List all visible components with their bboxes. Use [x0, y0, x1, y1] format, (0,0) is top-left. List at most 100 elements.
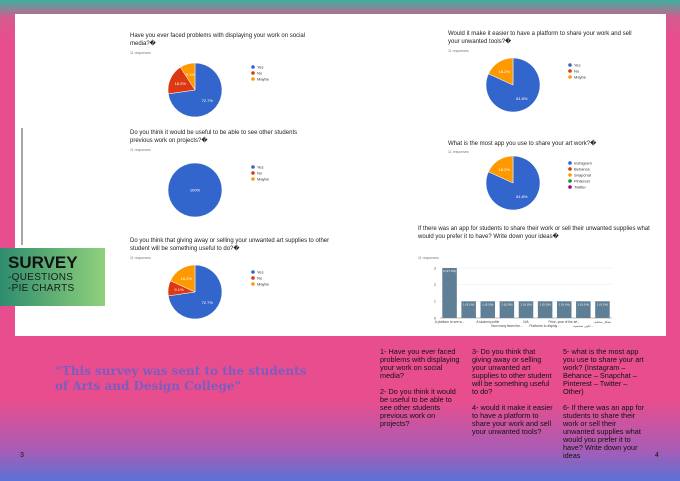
- y-tick-label: 2: [434, 283, 436, 287]
- chart-title: What is the most app you use to share yo…: [448, 141, 597, 147]
- bar: [518, 301, 534, 318]
- legend-swatch: [251, 65, 255, 69]
- slice-label: 81.8%: [516, 96, 528, 101]
- legend-swatch: [568, 69, 572, 73]
- bar: [461, 301, 476, 318]
- bar-label: 1 (9.1%): [520, 302, 531, 306]
- legend-swatch: [568, 161, 572, 165]
- sidebar: SURVEY -QUESTIONS -PIE CHARTS: [0, 248, 105, 306]
- note: 2- Do you think it would be useful to be…: [380, 387, 456, 428]
- bar: [537, 301, 553, 318]
- response-count: 11 responses: [130, 51, 151, 55]
- bar-label: 1 (9.1%): [501, 302, 512, 306]
- bar-label: 1 (9.1%): [482, 302, 493, 306]
- legend-label: Maybe: [574, 75, 587, 80]
- chart-title: Have you ever faced problems with displa…: [130, 33, 306, 47]
- legend-swatch: [251, 77, 255, 81]
- slice-label: 81.8%: [516, 194, 528, 199]
- note: 4- would it make it easier to have a pla…: [472, 403, 553, 436]
- page-number: 4: [655, 452, 659, 459]
- legend-label: No: [257, 171, 263, 176]
- x-tick-label: How many times the...: [491, 324, 523, 328]
- bar: [556, 301, 572, 318]
- legend-swatch: [568, 63, 572, 67]
- slice-label: 9.1%: [174, 287, 184, 292]
- bar-label: 1 (9.1%): [463, 302, 474, 306]
- legend-label: Yes: [257, 165, 264, 170]
- slice-label: 18.2%: [181, 276, 193, 281]
- sidebar-line: -PIE CHARTS: [8, 283, 75, 294]
- bar: [480, 301, 496, 318]
- legend-swatch: [251, 276, 255, 280]
- legend-swatch: [251, 282, 255, 286]
- x-tick-label: Price- year of the art...: [548, 320, 580, 324]
- response-count: 11 responses: [448, 150, 469, 154]
- slice-label: 9.1%: [186, 72, 196, 77]
- legend-swatch: [251, 71, 255, 75]
- pie-slice: [180, 62, 196, 91]
- slice-label: 100%: [190, 188, 201, 193]
- legend-label: Snapchat: [574, 173, 592, 178]
- legend-label: No: [574, 69, 580, 74]
- slice-label: 72.7%: [202, 300, 214, 305]
- legend-swatch: [568, 75, 572, 79]
- legend-label: Twitter: [574, 185, 586, 190]
- x-tick-label: تكون شخصية...: [573, 324, 593, 328]
- x-tick-label: A student profile: [476, 320, 499, 324]
- legend-swatch: [251, 177, 255, 181]
- sidebar-title: SURVEY: [8, 253, 78, 272]
- note: 1- Have you ever faced problems with dis…: [380, 347, 460, 380]
- bar-label: 1 (9.1%): [539, 302, 550, 306]
- x-tick-label: بشكل مختلف: [594, 320, 612, 324]
- bar: [442, 268, 457, 318]
- slice-label: 18.2%: [499, 69, 511, 74]
- panel: [15, 14, 666, 336]
- legend-label: No: [257, 71, 263, 76]
- bar-label: 1 (9.1%): [559, 302, 570, 306]
- bar-label: 1 (9.1%): [578, 302, 589, 306]
- legend-swatch: [251, 171, 255, 175]
- legend-swatch: [568, 179, 572, 183]
- notes-column: 3- Do you think that giving away or sell…: [472, 348, 556, 444]
- x-tick-label: Platforms to display ...: [529, 324, 560, 328]
- legend-label: Yes: [574, 63, 581, 68]
- y-tick-label: 3: [434, 266, 436, 270]
- slice-label: 18.2%: [175, 81, 187, 86]
- response-count: 11 responses: [130, 148, 151, 152]
- response-count: 11 responses: [418, 256, 439, 260]
- pie-slice: [170, 264, 196, 293]
- pie-slice: [167, 162, 223, 218]
- sidebar-line: -QUESTIONS: [8, 272, 74, 283]
- bar-label: 3 (27.3%): [443, 269, 456, 273]
- legend-swatch: [568, 185, 572, 189]
- quote: “This survey was sent to the students of…: [55, 364, 307, 393]
- legend-swatch: [251, 270, 255, 274]
- x-tick-label: N/A: [523, 320, 529, 324]
- notes-column: 1- Have you ever faced problems with dis…: [380, 348, 464, 436]
- chart-title: Do you think it would be useful to be ab…: [130, 130, 298, 144]
- slice-label: 72.7%: [202, 98, 214, 103]
- slice-label: 18.2%: [499, 167, 511, 172]
- note: 5- what is the most app you use to share…: [563, 347, 644, 396]
- legend-label: No: [257, 276, 263, 281]
- legend-label: Instagram: [574, 161, 592, 166]
- pie-slice: [488, 155, 514, 184]
- bar: [595, 301, 610, 318]
- response-count: 11 responses: [448, 49, 469, 53]
- note: 3- Do you think that giving away or sell…: [472, 347, 552, 396]
- chart-title: Do you think that giving away or selling…: [130, 238, 330, 252]
- y-tick-label: 1: [434, 300, 436, 304]
- chart-title: If there was an app for students to shar…: [418, 226, 650, 240]
- bar: [576, 301, 591, 318]
- legend-label: Pinterest: [574, 179, 591, 184]
- bar: [499, 301, 515, 318]
- y-tick-label: 0: [434, 316, 436, 320]
- note: 6- If there was an app for students to s…: [563, 403, 645, 460]
- legend-swatch: [568, 167, 572, 171]
- legend-swatch: [251, 165, 255, 169]
- page-number: 3: [20, 452, 24, 459]
- response-count: 11 responses: [130, 256, 151, 260]
- legend-label: Maybe: [257, 77, 270, 82]
